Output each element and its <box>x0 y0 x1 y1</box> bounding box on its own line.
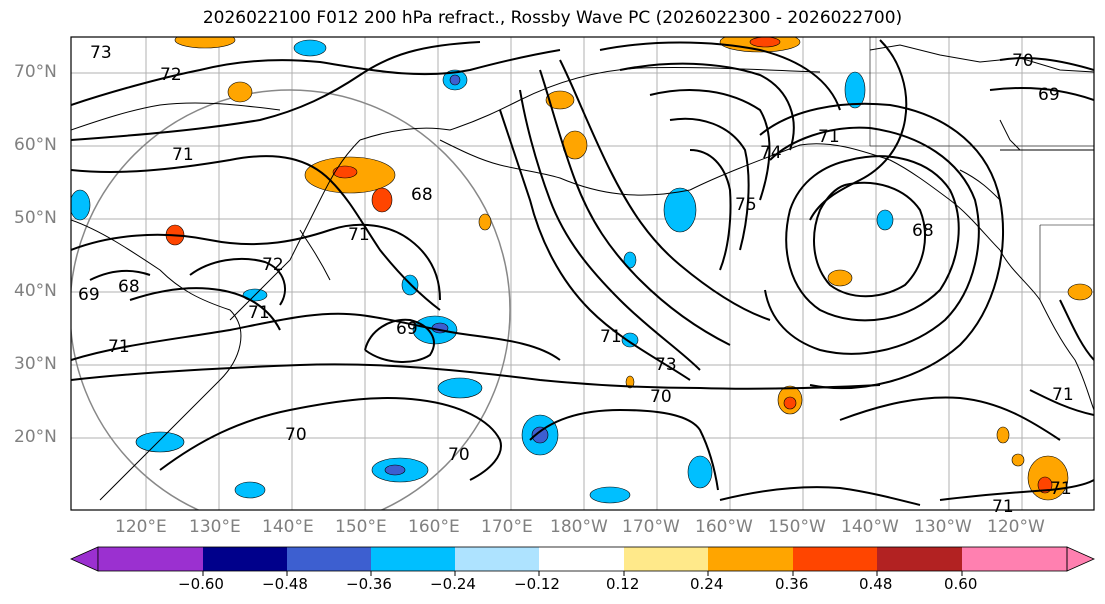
colorbar-min-arrow <box>70 546 99 572</box>
colorbar-tick-label: −0.48 <box>262 575 308 593</box>
lon-label: 160°E <box>408 517 460 537</box>
colorbar-tick-label: −0.36 <box>346 575 392 593</box>
colorbar-outline <box>97 546 1068 572</box>
lon-label: 170°W <box>622 517 680 537</box>
colorbar-tick-label: −0.12 <box>514 575 560 593</box>
contour-label: 71 <box>818 127 840 147</box>
contour-label: 72 <box>160 65 182 85</box>
contour-label: 70 <box>285 425 307 445</box>
contour-label: 68 <box>118 277 140 297</box>
lat-label-60n: 60°N <box>14 135 57 155</box>
colorbar-segment <box>455 547 539 571</box>
colorbar-tick-label: −0.24 <box>430 575 476 593</box>
lon-label: 140°W <box>841 517 899 537</box>
contour-label: 73 <box>655 355 677 375</box>
colorbar-segment <box>708 547 793 571</box>
map-border <box>70 36 1095 511</box>
colorbar-max-arrow <box>1066 546 1095 572</box>
contour-label: 68 <box>912 221 934 241</box>
contour-label: 71 <box>600 327 622 347</box>
colorbar <box>70 546 1095 576</box>
contour-label: 71 <box>172 145 194 165</box>
lon-label: 120°W <box>987 517 1045 537</box>
lon-label: 130°E <box>189 517 241 537</box>
colorbar-segment <box>793 547 877 571</box>
lat-label-50n: 50°N <box>14 208 57 228</box>
contour-label: 69 <box>396 319 418 339</box>
colorbar-segment <box>287 547 371 571</box>
contour-label: 70 <box>448 445 470 465</box>
contour-label: 68 <box>411 185 433 205</box>
contour-label: 70 <box>650 387 672 407</box>
lat-label-30n: 30°N <box>14 354 57 374</box>
contour-label: 69 <box>78 285 100 305</box>
contour-label: 71 <box>348 225 370 245</box>
colorbar-tick-label: 0.12 <box>606 575 640 593</box>
lon-label: 160°W <box>695 517 753 537</box>
map-title: 2026022100 F012 200 hPa refract., Rossby… <box>202 8 903 28</box>
lon-label: 150°W <box>768 517 826 537</box>
contour-label: 71 <box>1050 479 1072 499</box>
contour-label: 70 <box>1012 51 1034 71</box>
contour-label: 71 <box>992 497 1014 517</box>
colorbar-tick-label: 0.24 <box>690 575 724 593</box>
colorbar-segment <box>98 547 203 571</box>
contour-label-group: 73 72 71 72 71 69 68 69 68 71 71 70 70 7… <box>78 43 1074 517</box>
lat-label-70n: 70°N <box>14 62 57 82</box>
colorbar-segment <box>203 547 287 571</box>
region-circle <box>71 89 511 510</box>
lat-label-20n: 20°N <box>14 427 57 447</box>
lon-label: 140°E <box>262 517 314 537</box>
contour-lines <box>71 39 1094 506</box>
colorbar-segment <box>371 547 455 571</box>
colorbar-tick-label: 0.36 <box>775 575 809 593</box>
colorbar-tick-label: 0.60 <box>944 575 978 593</box>
map-frame <box>71 37 1094 510</box>
colorbar-segment <box>877 547 962 571</box>
contour-label: 71 <box>248 303 270 323</box>
colorbar-tick-label: −0.60 <box>178 575 224 593</box>
contour-label: 71 <box>108 337 130 357</box>
colorbar-segment <box>624 547 708 571</box>
contour-label: 72 <box>262 255 284 275</box>
lon-label: 120°E <box>115 517 167 537</box>
colorbar-segment <box>539 547 624 571</box>
contour-label: 73 <box>90 43 112 63</box>
contour-label: 74 <box>760 143 782 163</box>
contour-label: 71 <box>1052 385 1074 405</box>
lon-label: 150°E <box>335 517 387 537</box>
colorbar-tick-label: 0.48 <box>859 575 893 593</box>
contour-label: 75 <box>735 195 757 215</box>
contour-label: 69 <box>1038 85 1060 105</box>
colorbar-segment <box>962 547 1067 571</box>
lon-label: 180°W <box>550 517 608 537</box>
lon-label: 130°W <box>914 517 972 537</box>
lat-label-40n: 40°N <box>14 281 57 301</box>
lon-label: 170°E <box>481 517 533 537</box>
